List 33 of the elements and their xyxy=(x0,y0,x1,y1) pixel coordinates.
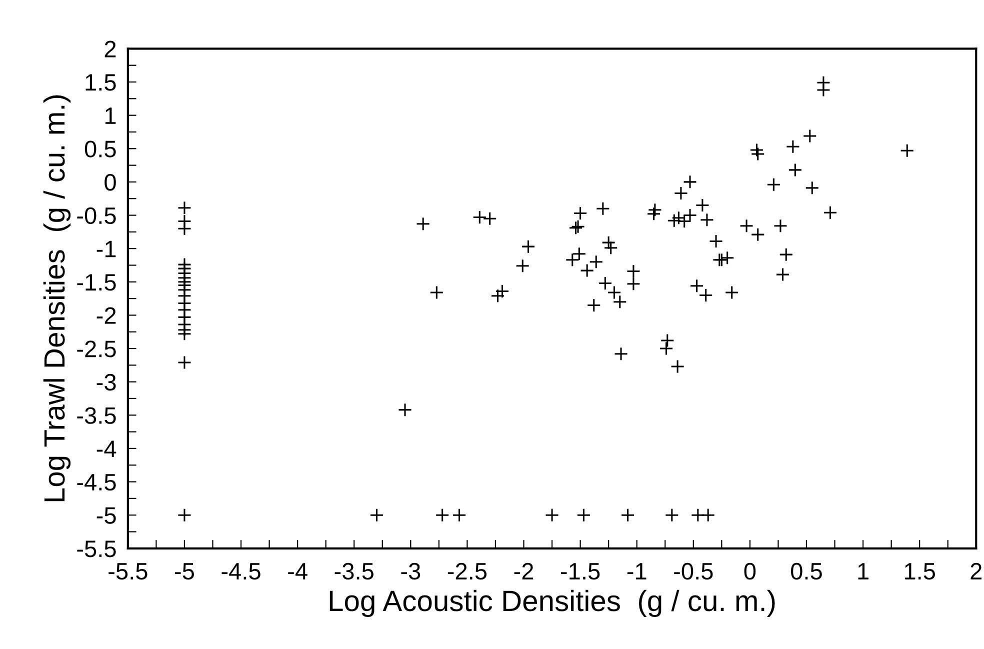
y-tick-label: -5.5 xyxy=(77,540,116,558)
y-tick-label: -1.5 xyxy=(77,274,116,291)
x-tick-label: 1 xyxy=(858,563,868,580)
x-tick-label: 0.5 xyxy=(791,562,822,580)
x-tick-label: 0 xyxy=(744,562,756,580)
x-tick-label: 2 xyxy=(970,562,982,580)
y-tick-label: 2 xyxy=(104,40,116,58)
y-tick-label: 1 xyxy=(105,108,116,124)
y-tick-label: -2.5 xyxy=(77,340,116,358)
x-tick-label: -4 xyxy=(288,563,308,580)
x-tick-label: -0.5 xyxy=(674,562,713,580)
y-tick-label: -3 xyxy=(96,374,116,391)
y-tick-label: -2 xyxy=(96,307,116,324)
x-tick-label: -4.5 xyxy=(222,563,260,580)
x-tick-label: -3 xyxy=(401,562,420,580)
y-tick-label: -4.5 xyxy=(77,474,116,491)
x-tick-label: -2 xyxy=(514,562,534,580)
y-axis-title: Log Trawl Densities (g / cu. m.) xyxy=(43,95,71,502)
y-tick-label: 0 xyxy=(104,174,116,191)
x-tick-label: -3.5 xyxy=(334,562,374,580)
y-tick-label: -5 xyxy=(96,507,116,524)
x-tick-label: -1 xyxy=(627,563,646,580)
y-tick-label: -1 xyxy=(96,240,116,258)
x-tick-label: -5 xyxy=(175,563,194,580)
x-tick-label: -1.5 xyxy=(561,563,600,580)
x-axis-title: Log Acoustic Densities (g / cu. m.) xyxy=(330,590,775,618)
x-tick-label: 1.5 xyxy=(904,563,936,580)
y-tick-label: 0.5 xyxy=(84,140,116,158)
y-tick-label: -4 xyxy=(96,440,116,458)
y-tick-label: -0.5 xyxy=(77,207,116,224)
y-tick-label: -3.5 xyxy=(77,407,116,424)
x-tick-label: -2.5 xyxy=(448,562,487,580)
y-tick-label: 1.5 xyxy=(86,74,116,91)
